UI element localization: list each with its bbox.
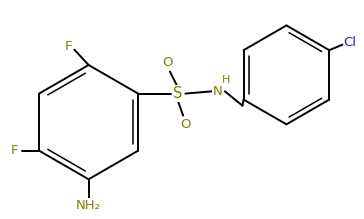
Text: O: O xyxy=(180,118,191,131)
Text: F: F xyxy=(64,40,72,53)
Text: N: N xyxy=(212,85,222,98)
Text: NH₂: NH₂ xyxy=(76,199,101,212)
Text: H: H xyxy=(222,75,230,85)
Text: F: F xyxy=(11,144,19,157)
Text: S: S xyxy=(173,86,182,101)
Text: Cl: Cl xyxy=(344,36,357,49)
Text: O: O xyxy=(162,56,173,69)
